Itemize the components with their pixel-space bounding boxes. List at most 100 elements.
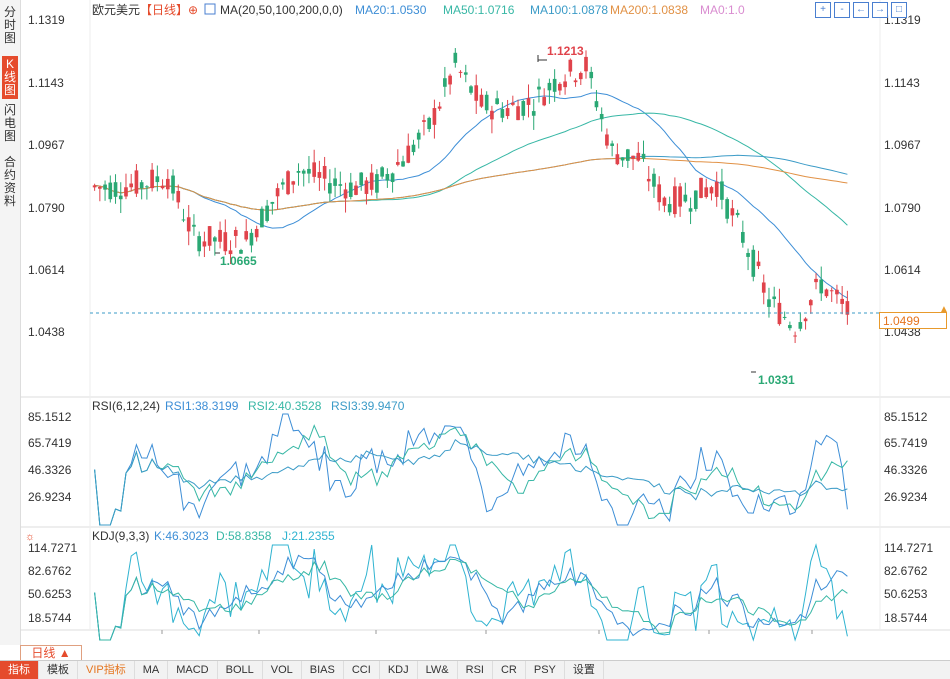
scroll-right-icon[interactable]: → [872,2,888,18]
candle-body [725,199,729,219]
candle-body [835,289,839,295]
x-axis-label: 2024/11 [684,643,727,645]
legend-rsi-name: RSI(6,12,24) [92,399,160,413]
price-tick-left: 1.1143 [28,76,64,90]
price-tick-left: 1.0790 [28,201,65,215]
kdj-tick-right: 18.5744 [884,611,928,625]
kdj-d-line [94,558,848,641]
candle-body [437,106,442,109]
tab-kdj[interactable]: KDJ [380,661,418,679]
tab-ma[interactable]: MA [135,661,169,679]
kdj-tick-left: 50.6253 [28,587,72,601]
candle-body [354,185,358,195]
candle-body [118,195,123,200]
sun-icon[interactable]: ☼ [25,531,35,543]
tab-vip-indicators[interactable]: VIP指标 [78,661,135,679]
candle-body [605,134,609,146]
candle-body [657,184,662,203]
candle-body [265,205,269,221]
tab-macd[interactable]: MACD [168,661,218,679]
tab-vol[interactable]: VOL [263,661,302,679]
candle-body [103,184,107,190]
tab-kline[interactable]: K线图 [2,56,18,99]
chart-settings-icon[interactable] [204,3,216,15]
kline-chart[interactable]: 欧元美元 【日线】 ⊕ MA(20,50,100,200,0,0) MA20:1… [20,0,950,645]
candle-body [531,111,536,116]
zoom-out-icon[interactable]: - [834,2,850,18]
candle-body [275,188,280,197]
tab-time-sharing[interactable]: 分时图 [3,5,16,45]
candle-body [610,143,614,146]
rsi3-line [94,438,848,526]
candle-body [751,249,756,277]
candle-body [422,120,426,122]
candle-body [380,167,384,177]
tab-psy[interactable]: PSY [526,661,565,679]
kdj-j-line [94,543,848,642]
candle-body [474,85,479,101]
legend-ma0: MA0:1.0 [700,3,745,17]
chart-toolbar: + - ← → □ [815,2,907,18]
candle-body [207,226,212,246]
legend-symbol: 欧元美元 [92,3,140,17]
candle-body [270,201,275,204]
tab-lw[interactable]: LW& [418,661,458,679]
kdj-k-line [94,554,848,641]
candle-body [547,82,552,91]
scroll-left-icon[interactable]: ← [853,2,869,18]
x-axis-label: 2024/06 [137,643,181,645]
candle-body [291,181,296,185]
candle-body [286,171,290,195]
candle-body [521,101,526,116]
candle-body [746,252,750,257]
tab-bias[interactable]: BIAS [302,661,344,679]
price-tick-left: 1.0614 [28,263,65,277]
zoom-icon[interactable]: ⊕ [188,3,198,17]
candle-body [484,94,489,111]
candle-body [406,145,411,163]
candle-body [594,101,599,108]
candle-body [312,162,317,177]
tab-rsi[interactable]: RSI [458,661,493,679]
low-price-label-a: 1.0665 [220,254,257,268]
candle-body [490,110,494,120]
candle-body [233,230,238,236]
tab-contract-info[interactable]: 合约资料 [3,155,16,208]
zoom-in-icon[interactable]: + [815,2,831,18]
candle-body [260,208,264,228]
candle-body [228,250,233,255]
rsi1-line [94,413,848,526]
candle-body [401,161,405,167]
candle-body [150,169,154,189]
candle-body [798,322,803,329]
tab-indicators[interactable]: 指标 [0,661,39,679]
candle-body [364,180,369,194]
high-price-label: 1.1213 [547,44,584,58]
candle-body [160,185,165,189]
candle-body [589,71,594,79]
candle-body [620,157,625,161]
tab-cr[interactable]: CR [493,661,526,679]
candle-body [631,155,635,159]
candle-body [788,325,792,329]
tab-settings[interactable]: 设置 [565,661,604,679]
candle-body [761,282,766,293]
tab-boll[interactable]: BOLL [218,661,263,679]
candle-body [98,186,102,189]
tab-cci[interactable]: CCI [344,661,380,679]
rsi-tick-left: 26.9234 [28,490,72,504]
candle-body [218,229,222,242]
fullscreen-icon[interactable]: □ [891,2,907,18]
candle-body [213,237,217,242]
candle-body [756,261,761,267]
price-tick-right: 1.0790 [884,201,921,215]
tab-template[interactable]: 模板 [39,661,78,679]
candle-body [819,279,824,294]
candle-body [176,190,181,203]
legend-rsi1: RSI1:38.3199 [165,399,239,413]
x-axis-label: 2024/07 [234,643,278,645]
candle-body [145,186,149,188]
tab-flash[interactable]: 闪电图 [3,103,16,143]
candle-body [411,144,416,153]
candle-body [526,98,531,105]
